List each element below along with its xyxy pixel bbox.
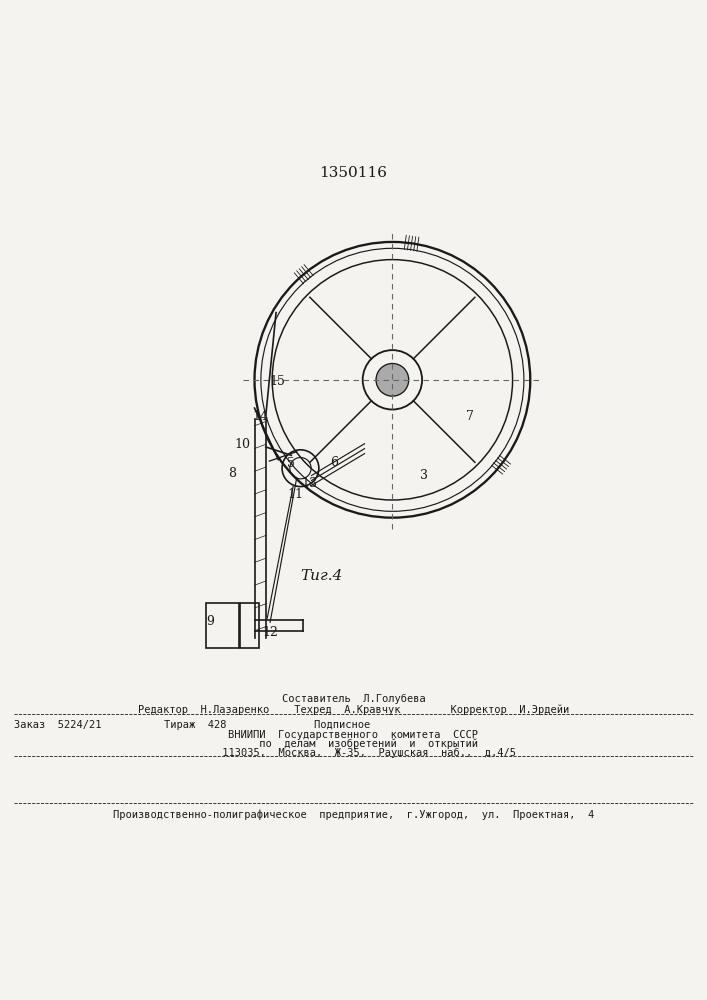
Text: 12: 12 bbox=[263, 626, 279, 639]
Text: 14: 14 bbox=[252, 410, 268, 423]
Text: Производственно-полиграфическое  предприятие,  г.Ужгород,  ул.  Проектная,  4: Производственно-полиграфическое предприя… bbox=[113, 809, 594, 820]
Text: 7: 7 bbox=[466, 410, 474, 423]
Circle shape bbox=[376, 363, 409, 396]
Text: 13: 13 bbox=[302, 477, 317, 490]
Text: 113035,  Москва,  Ж-35,  Раушская  наб.,  д.4/5: 113035, Москва, Ж-35, Раушская наб., д.4… bbox=[191, 748, 516, 758]
Text: 1350116: 1350116 bbox=[320, 166, 387, 180]
Text: 15: 15 bbox=[270, 375, 286, 388]
Bar bbox=[240, 603, 259, 648]
Text: по  делам  изобретений  и  открытий: по делам изобретений и открытий bbox=[228, 739, 479, 749]
Text: ВНИИПИ  Государственного  комитета  СССР: ВНИИПИ Государственного комитета СССР bbox=[228, 730, 479, 740]
Text: 8: 8 bbox=[228, 467, 236, 480]
Text: 5: 5 bbox=[287, 457, 296, 470]
Text: 11: 11 bbox=[288, 488, 303, 501]
Text: 3: 3 bbox=[420, 469, 428, 482]
Bar bbox=[206, 603, 239, 648]
Text: 6: 6 bbox=[330, 456, 339, 469]
Text: Редактор  Н.Лазаренко    Техред  А.Кравчук        Корректор  И.Эрдейи: Редактор Н.Лазаренко Техред А.Кравчук Ко… bbox=[138, 704, 569, 715]
Text: 9: 9 bbox=[206, 615, 215, 628]
Text: Составитель  Л.Голубева: Составитель Л.Голубева bbox=[281, 694, 426, 704]
Text: 10: 10 bbox=[235, 438, 250, 451]
Text: Заказ  5224/21          Тираж  428              Подписное: Заказ 5224/21 Тираж 428 Подписное bbox=[14, 720, 370, 730]
Text: Τиг.4: Τиг.4 bbox=[300, 569, 343, 583]
